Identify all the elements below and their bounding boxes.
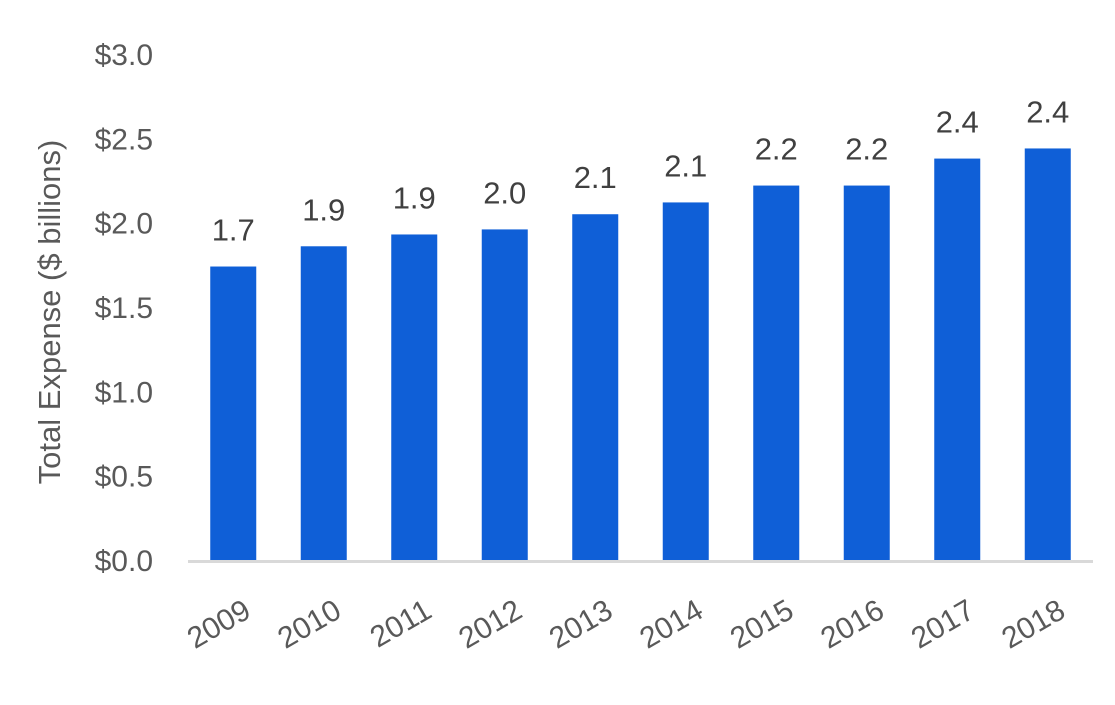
x-axis-ticks: 2009 2010 2011 2012 2013 2014 2015 2016 2017 2018	[182, 593, 1071, 655]
data-label-2015: 2.2	[755, 132, 798, 167]
x-tick-label-2010: 2010	[272, 593, 346, 655]
x-tick-label-2017: 2017	[906, 593, 980, 655]
bar-2015	[753, 185, 800, 560]
y-tick-label: $0.5	[95, 461, 153, 494]
y-tick-label: $0.0	[95, 545, 153, 578]
bar-2010	[300, 246, 347, 560]
data-label-2010: 1.9	[302, 192, 345, 227]
bar-2017	[934, 158, 981, 560]
y-tick-label: $1.5	[95, 292, 153, 325]
bars	[210, 148, 1071, 560]
data-label-2012: 2.0	[483, 175, 526, 210]
bar-2013	[572, 214, 619, 560]
data-label-2016: 2.2	[845, 132, 888, 167]
x-tick-label-2015: 2015	[725, 593, 799, 655]
bar-2012	[481, 229, 528, 560]
x-tick-label-2011: 2011	[365, 593, 437, 654]
data-label-2013: 2.1	[574, 160, 617, 195]
data-label-2017: 2.4	[936, 105, 979, 140]
x-tick-label-2014: 2014	[634, 593, 708, 655]
y-tick-label: $1.0	[95, 376, 153, 409]
y-axis-ticks: $0.0 $0.5 $1.0 $1.5 $2.0 $2.5 $3.0	[95, 39, 153, 578]
x-tick-label-2013: 2013	[544, 593, 618, 655]
data-labels: 1.7 1.9 1.9 2.0 2.1 2.1 2.2 2.2 2.4 2.4	[212, 94, 1070, 247]
data-label-2018: 2.4	[1026, 94, 1069, 129]
y-tick-label: $2.0	[95, 208, 153, 241]
data-label-2009: 1.7	[212, 213, 255, 248]
x-tick-label-2018: 2018	[996, 593, 1070, 655]
x-tick-label-2009: 2009	[182, 593, 256, 655]
bar-2014	[662, 202, 709, 560]
y-tick-label: $3.0	[95, 39, 153, 72]
y-axis-title: Total Expense ($ billions)	[32, 140, 67, 485]
bar-2011	[391, 234, 438, 560]
x-tick-label-2012: 2012	[453, 593, 527, 655]
data-label-2011: 1.9	[393, 180, 436, 215]
data-label-2014: 2.1	[664, 148, 707, 183]
bar-2018	[1024, 148, 1071, 560]
bar-2016	[843, 185, 890, 560]
bar-2009	[210, 266, 257, 560]
x-tick-label-2016: 2016	[815, 593, 889, 655]
y-tick-label: $2.5	[95, 123, 153, 156]
